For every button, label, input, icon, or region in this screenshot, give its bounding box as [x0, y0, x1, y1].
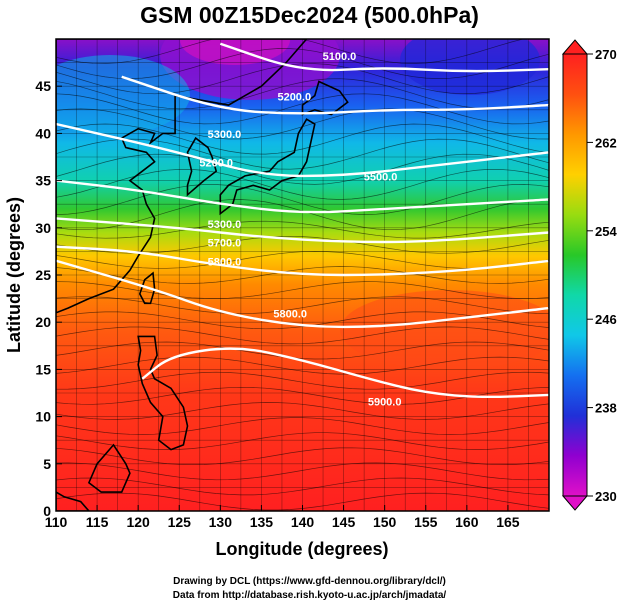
y-tick-label: 30 [35, 220, 51, 236]
colorbar-ticks: 230 238 246 254 262 270 [587, 47, 617, 504]
x-tick-label: 130 [209, 514, 233, 530]
x-tick-label: 110 [45, 514, 68, 530]
contour-label: 5500.0 [364, 172, 398, 184]
contour-label: 5200.0 [277, 91, 311, 103]
colorbar-tick-label: 246 [595, 312, 617, 327]
contour-label: 5700.0 [208, 238, 242, 250]
y-tick-label: 0 [43, 503, 51, 519]
contour-label: 5800.0 [208, 257, 242, 269]
contour-label: 5900.0 [368, 396, 402, 408]
contour-label: 5100.0 [323, 51, 357, 63]
x-tick-label: 120 [126, 514, 150, 530]
colorbar-top-arrow [561, 39, 589, 55]
cool-tongue [56, 55, 190, 135]
colorbar-tick-label: 262 [595, 135, 617, 150]
y-tick-label: 5 [43, 456, 51, 472]
contour-line [56, 245, 549, 277]
map-plot: 5100.0 5200.0 5300.0 5200.0 5500.0 5300.0 5700… [4, 38, 617, 559]
y-tick-label: 45 [35, 78, 51, 94]
credit-line-dcl: Drawing by DCL (https://www.gfd-dennou.o… [173, 576, 446, 587]
wind-streamlines [56, 39, 549, 511]
x-tick-label: 165 [496, 514, 520, 530]
x-tick-label: 145 [332, 514, 356, 530]
contour-line [219, 42, 549, 73]
colorbar-tick-label: 230 [595, 489, 617, 504]
colorbar-bottom-arrow [561, 495, 589, 511]
contour-line [56, 259, 549, 329]
x-tick-label: 135 [250, 514, 274, 530]
height-contours [56, 42, 549, 399]
contour-label: 5800.0 [273, 308, 307, 320]
cold-core-center [180, 39, 290, 65]
y-tick-label: 35 [35, 173, 51, 189]
x-tick-label: 125 [168, 514, 192, 530]
y-tick-label: 40 [35, 125, 51, 141]
y-tick-label: 25 [35, 267, 51, 283]
x-tick-label: 140 [291, 514, 315, 530]
colorbar-tick-label: 270 [595, 47, 617, 62]
y-tick-label: 10 [35, 409, 51, 425]
contour-line [141, 347, 549, 399]
x-axis-ticks: 110 115 120 125 130 135 140 145 150 155 160 165 [45, 505, 520, 530]
contour-label: 5200.0 [199, 157, 233, 169]
x-tick-label: 115 [86, 514, 109, 530]
cold-core-ne [400, 39, 540, 95]
warm-patch [340, 290, 549, 370]
contour-line [121, 75, 549, 115]
contour-line [56, 122, 549, 178]
y-tick-label: 20 [35, 314, 51, 330]
contour-line [56, 217, 549, 244]
x-tick-label: 150 [373, 514, 397, 530]
credit-line-data: Data from http://database.rish.kyoto-u.a… [172, 590, 447, 601]
y-tick-label: 15 [35, 361, 51, 377]
x-axis-label: Longitude (degrees) [215, 539, 388, 559]
colorbar: 230 238 246 254 262 270 [561, 39, 617, 511]
colorbar-tick-label: 238 [595, 401, 617, 416]
x-tick-label: 160 [455, 514, 479, 530]
colorbar-tick-label: 254 [595, 224, 617, 239]
coastlines [56, 39, 349, 511]
colorbar-body [562, 53, 588, 497]
map-title: GSM 00Z15Dec2024 (500.0hPa) [140, 2, 479, 28]
contour-label: 5300.0 [208, 129, 242, 141]
contour-label: 5300.0 [208, 219, 242, 231]
contour-labels: 5100.0 5200.0 5300.0 5200.0 5500.0 5300.0 5700… [199, 51, 401, 409]
contour-line [56, 179, 549, 214]
x-tick-label: 155 [414, 514, 438, 530]
y-axis-label: Latitude (degrees) [4, 197, 24, 353]
y-axis-ticks: 0 5 10 15 20 25 30 35 40 45 [35, 78, 62, 519]
